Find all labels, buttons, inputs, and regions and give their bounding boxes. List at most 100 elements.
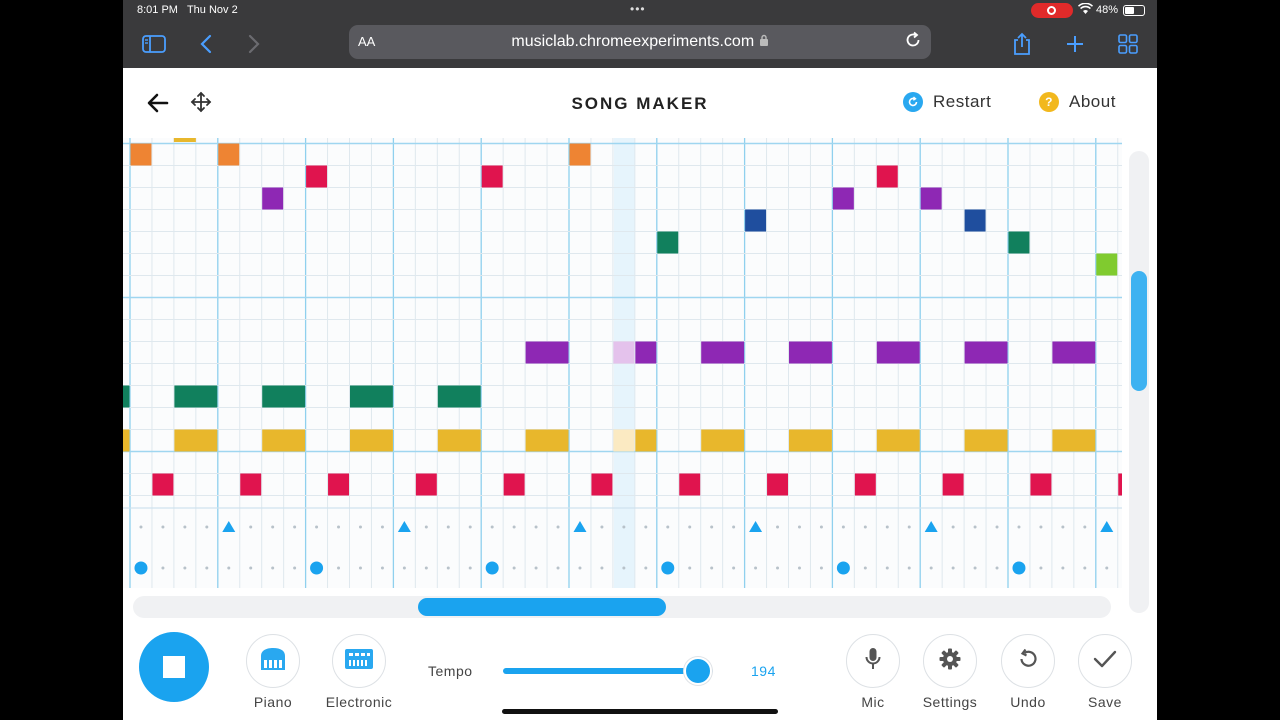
melody-note bbox=[767, 473, 788, 496]
share-icon[interactable] bbox=[1007, 30, 1037, 58]
rhythm-dot bbox=[995, 525, 999, 529]
undo-button[interactable] bbox=[1001, 634, 1055, 688]
melody-note bbox=[1008, 231, 1030, 254]
rhythm-dot bbox=[446, 566, 450, 570]
undo-label: Undo bbox=[1010, 694, 1046, 710]
question-icon: ? bbox=[1039, 92, 1059, 112]
rhythm-circle bbox=[661, 561, 675, 575]
melody-note bbox=[262, 385, 306, 408]
horizontal-scrollbar[interactable] bbox=[133, 596, 1111, 618]
rhythm-dot bbox=[402, 566, 406, 570]
melody-note bbox=[123, 429, 130, 452]
address-bar[interactable]: AA musiclab.chromeexperiments.com bbox=[349, 25, 931, 59]
tempo-slider-handle[interactable] bbox=[684, 657, 713, 685]
rhythm-dot bbox=[205, 525, 209, 529]
melody-note bbox=[152, 473, 174, 496]
rhythm-dot bbox=[710, 525, 714, 529]
move-arrows-icon[interactable] bbox=[188, 89, 214, 115]
rhythm-dot bbox=[907, 525, 911, 529]
sidebar-icon[interactable] bbox=[139, 30, 169, 58]
rhythm-dot bbox=[973, 566, 977, 570]
rhythm-dot bbox=[929, 566, 933, 570]
vertical-scroll-thumb[interactable] bbox=[1131, 271, 1147, 391]
rhythm-dot bbox=[205, 566, 209, 570]
tempo-slider-track[interactable] bbox=[503, 668, 713, 674]
back-icon[interactable] bbox=[191, 30, 221, 58]
undo-icon bbox=[1017, 648, 1039, 675]
melody-note bbox=[481, 165, 503, 188]
reload-icon[interactable] bbox=[904, 31, 922, 54]
rhythm-dot bbox=[1061, 566, 1065, 570]
melody-note bbox=[635, 429, 657, 452]
tabs-overview-icon[interactable] bbox=[1113, 30, 1143, 58]
melody-note bbox=[173, 138, 196, 142]
save-button[interactable] bbox=[1078, 634, 1132, 688]
rhythm-dot bbox=[907, 566, 911, 570]
rhythm-dot bbox=[1017, 525, 1021, 529]
rhythm-dot bbox=[556, 566, 560, 570]
melody-note bbox=[876, 429, 920, 452]
screen-record-icon bbox=[1031, 3, 1073, 18]
restart-label: Restart bbox=[933, 92, 992, 111]
about-button[interactable]: ? About bbox=[1039, 92, 1116, 112]
page-title: SONG MAKER bbox=[571, 94, 709, 113]
note-grid-canvas[interactable] bbox=[123, 138, 1122, 588]
melody-note bbox=[701, 429, 745, 452]
back-arrow-icon[interactable] bbox=[145, 90, 171, 116]
rhythm-dot bbox=[227, 566, 231, 570]
rhythm-circle bbox=[836, 561, 850, 575]
rhythm-dot bbox=[512, 525, 516, 529]
melody-note bbox=[679, 473, 701, 496]
rhythm-dot bbox=[797, 525, 801, 529]
melody-note bbox=[964, 341, 1008, 364]
melody-note bbox=[964, 209, 986, 232]
melody-note bbox=[306, 165, 328, 188]
rhythm-triangle bbox=[222, 521, 236, 532]
melody-note bbox=[1118, 473, 1122, 496]
rhythm-dot bbox=[183, 566, 187, 570]
electronic-button[interactable] bbox=[332, 634, 386, 688]
multitask-dots[interactable]: ••• bbox=[630, 2, 646, 16]
rhythm-circle bbox=[310, 561, 324, 575]
rhythm-circle bbox=[485, 561, 499, 575]
rhythm-dot bbox=[161, 566, 165, 570]
piano-button[interactable] bbox=[246, 634, 300, 688]
melody-note bbox=[218, 143, 240, 166]
rhythm-dot bbox=[732, 566, 736, 570]
melody-note bbox=[569, 143, 591, 166]
vertical-scrollbar[interactable] bbox=[1129, 151, 1149, 613]
rhythm-dot bbox=[468, 566, 472, 570]
rhythm-dot bbox=[973, 525, 977, 529]
rhythm-circle bbox=[134, 561, 148, 575]
reader-options-button[interactable]: AA bbox=[358, 34, 376, 49]
settings-button[interactable] bbox=[923, 634, 977, 688]
save-label: Save bbox=[1088, 694, 1122, 710]
song-grid[interactable] bbox=[123, 138, 1122, 588]
melody-note bbox=[174, 385, 218, 408]
new-tab-icon[interactable] bbox=[1060, 30, 1090, 58]
rhythm-dot bbox=[776, 525, 780, 529]
rhythm-dot bbox=[293, 525, 297, 529]
rhythm-dot bbox=[710, 566, 714, 570]
rhythm-dot bbox=[732, 525, 736, 529]
tempo-label: Tempo bbox=[428, 663, 473, 679]
rhythm-dot bbox=[424, 525, 428, 529]
rhythm-circle bbox=[1012, 561, 1026, 575]
rhythm-dot bbox=[885, 566, 889, 570]
checkmark-icon bbox=[1093, 649, 1117, 674]
ghost-note bbox=[613, 429, 635, 452]
melody-note bbox=[591, 473, 613, 496]
melody-note bbox=[789, 429, 832, 452]
url-text: musiclab.chromeexperiments.com bbox=[349, 33, 931, 51]
restart-button[interactable]: Restart bbox=[903, 92, 991, 112]
horizontal-scroll-thumb[interactable] bbox=[418, 598, 666, 616]
melody-note bbox=[876, 341, 920, 364]
rhythm-dot bbox=[446, 525, 450, 529]
electronic-label: Electronic bbox=[325, 694, 393, 710]
stop-button[interactable] bbox=[139, 632, 209, 702]
tempo-value: 194 bbox=[751, 663, 776, 679]
melody-note bbox=[832, 187, 854, 210]
melody-note bbox=[964, 429, 1008, 452]
forward-icon[interactable] bbox=[239, 30, 269, 58]
mic-button[interactable] bbox=[846, 634, 900, 688]
